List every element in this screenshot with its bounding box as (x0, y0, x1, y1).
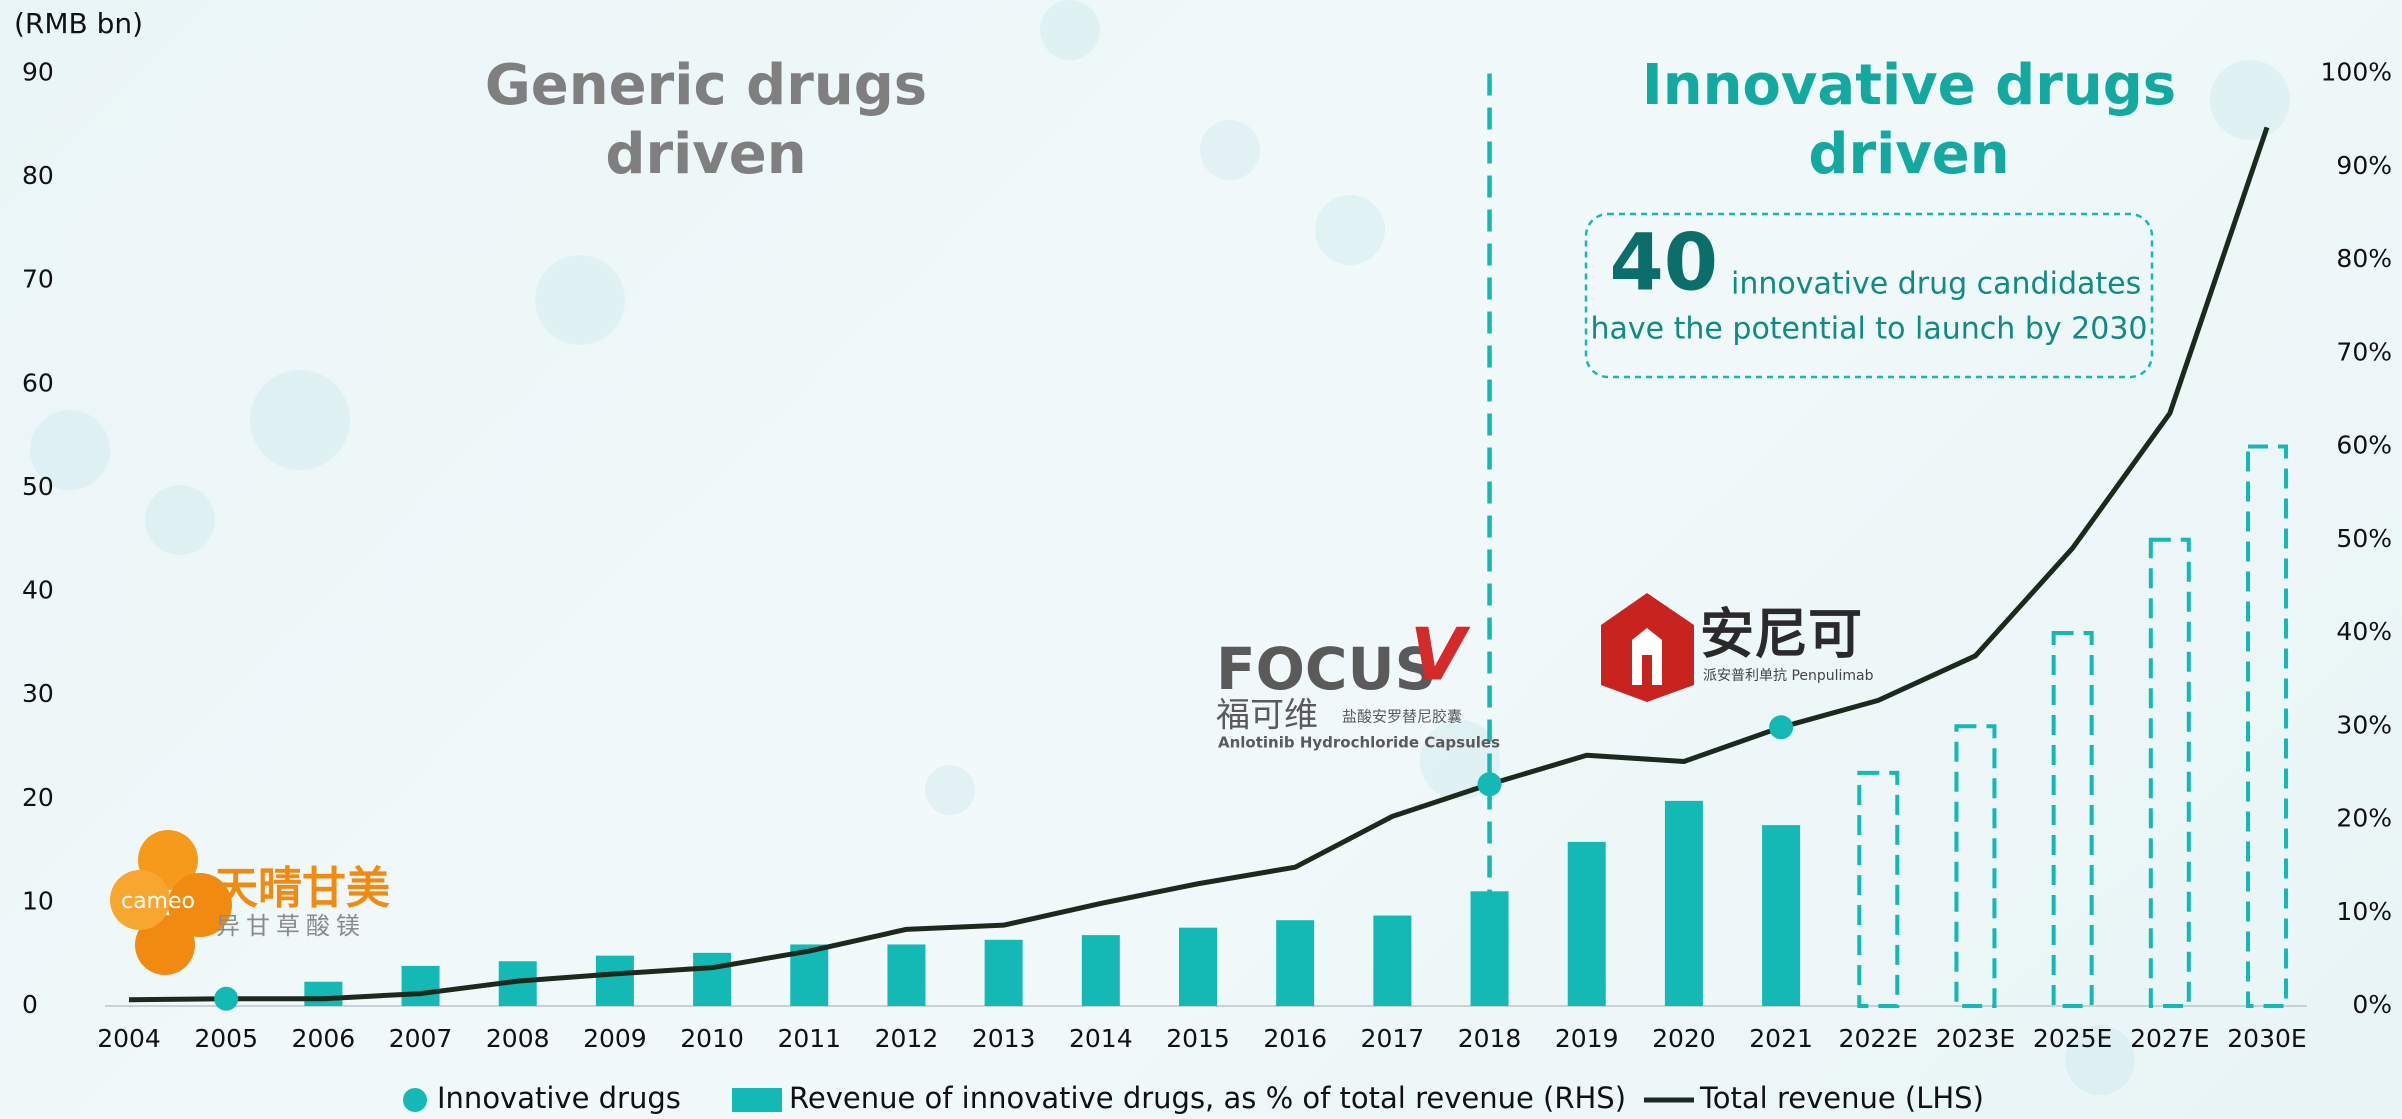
legend-label: Revenue of innovative drugs, as % of tot… (789, 1081, 1626, 1115)
x-tick-label: 2030E (2227, 1024, 2306, 1053)
x-tick-label: 2013 (972, 1024, 1036, 1053)
bar (693, 953, 731, 1006)
y2-tick-label: 40% (2336, 617, 2392, 646)
y-tick-label: 40 (22, 576, 54, 605)
left-title: Generic drugs (485, 53, 927, 118)
y2-tick-label: 70% (2336, 337, 2392, 366)
callout-text: innovative drug candidates (1731, 267, 2141, 302)
logo-text: 福可维 (1216, 696, 1318, 736)
x-tick-label: 2017 (1361, 1024, 1425, 1053)
y2-tick-label: 0% (2352, 990, 2392, 1019)
marker (1478, 772, 1502, 796)
y-tick-label: 70 (22, 265, 54, 294)
x-tick-label: 2022E (1839, 1024, 1918, 1053)
right-title: Innovative drugs (1642, 53, 2176, 118)
logo-text: 天晴甘美 (214, 863, 390, 914)
bar (1179, 928, 1217, 1006)
cameo-logo: cameo 天晴甘美 异甘草酸镁 (110, 830, 390, 975)
x-tick-label: 2020 (1652, 1024, 1716, 1053)
bar (887, 944, 925, 1006)
y-tick-label: 90 (22, 58, 54, 87)
bar (1082, 935, 1120, 1006)
y-tick-label: 0 (22, 990, 38, 1019)
bar (1956, 726, 1994, 1006)
logo-text: 异甘草酸镁 (216, 912, 366, 940)
bar (1471, 891, 1509, 1006)
chart: (RMB bn) 0 10 20 30 40 50 60 70 80 90 0% 10% 20% 30% 4… (0, 0, 2402, 1119)
legend-label: Innovative drugs (437, 1081, 681, 1115)
y2-tick-label: 50% (2336, 524, 2392, 553)
x-tick-label: 2011 (777, 1024, 841, 1053)
bar (2248, 447, 2286, 1007)
y-tick-label: 20 (22, 783, 54, 812)
x-tick-label: 2009 (583, 1024, 647, 1053)
callout-number: 40 (1609, 218, 1718, 308)
logo-text: Anlotinib Hydrochloride Capsules (1218, 734, 1500, 752)
legend: Innovative drugs Revenue of innovative dr… (403, 1081, 1984, 1115)
bar (1568, 842, 1606, 1006)
x-tick-label: 2007 (389, 1024, 453, 1053)
y-tick-label: 30 (22, 679, 54, 708)
x-tick-label: 2019 (1555, 1024, 1619, 1053)
y-tick-label: 80 (22, 161, 54, 190)
x-tick-label: 2005 (194, 1024, 258, 1053)
x-tick-label: 2027E (2130, 1024, 2209, 1053)
x-tick-label: 2004 (97, 1024, 161, 1053)
marker (214, 987, 238, 1011)
x-tick-label: 2015 (1166, 1024, 1230, 1053)
bar (596, 956, 634, 1006)
y2-tick-label: 20% (2336, 804, 2392, 833)
x-tick-label: 2025E (2033, 1024, 2112, 1053)
bar (985, 940, 1023, 1006)
logo-text: 派安普利单抗 Penpulimab (1703, 668, 1874, 684)
x-tick-label: 2016 (1263, 1024, 1327, 1053)
x-tick-label: 2006 (292, 1024, 356, 1053)
y-axis-label: (RMB bn) (14, 7, 143, 40)
x-tick-label: 2014 (1069, 1024, 1133, 1053)
y-tick-label: 50 (22, 472, 54, 501)
legend-swatch (403, 1088, 427, 1112)
legend-swatch (732, 1088, 782, 1112)
line (129, 127, 2267, 999)
y2-tick-label: 30% (2336, 710, 2392, 739)
logo-text: 安尼可 (1700, 603, 1862, 666)
logo-text: cameo (121, 889, 195, 914)
x-tick-label: 2021 (1749, 1024, 1813, 1053)
bar (1665, 801, 1703, 1006)
x-tick-label: 2018 (1458, 1024, 1522, 1053)
bar (304, 982, 342, 1006)
bar (2151, 540, 2189, 1006)
x-tick-label: 2012 (875, 1024, 939, 1053)
anike-logo: 安尼可 派安普利单抗 Penpulimab (1601, 593, 1874, 702)
x-tick-label: 2010 (680, 1024, 744, 1053)
logo-text: 盐酸安罗替尼胶囊 (1342, 708, 1462, 726)
x-tick-label: 2008 (486, 1024, 550, 1053)
y-tick-label: 10 (22, 886, 54, 915)
callout-text: have the potential to launch by 2030 (1590, 312, 2147, 347)
left-title: driven (605, 122, 806, 187)
y2-tick-label: 10% (2336, 897, 2392, 926)
y2-tick-label: 60% (2336, 431, 2392, 460)
bar (1762, 825, 1800, 1006)
marker (1769, 715, 1793, 739)
bar (2054, 633, 2092, 1006)
legend-label: Total revenue (LHS) (1699, 1081, 1984, 1115)
y-tick-label: 60 (22, 368, 54, 397)
logo-text: FOCUS (1216, 635, 1436, 703)
bar (1276, 920, 1314, 1006)
y2-tick-label: 80% (2336, 244, 2392, 273)
x-tick-label: 2023E (1936, 1024, 2015, 1053)
y2-tick-label: 90% (2336, 151, 2392, 180)
y2-tick-label: 100% (2321, 58, 2392, 87)
bar (402, 966, 440, 1006)
bar (1859, 773, 1897, 1006)
logo-text: V (1410, 613, 1471, 697)
right-title: driven (1808, 122, 2009, 187)
bar (1373, 916, 1411, 1006)
